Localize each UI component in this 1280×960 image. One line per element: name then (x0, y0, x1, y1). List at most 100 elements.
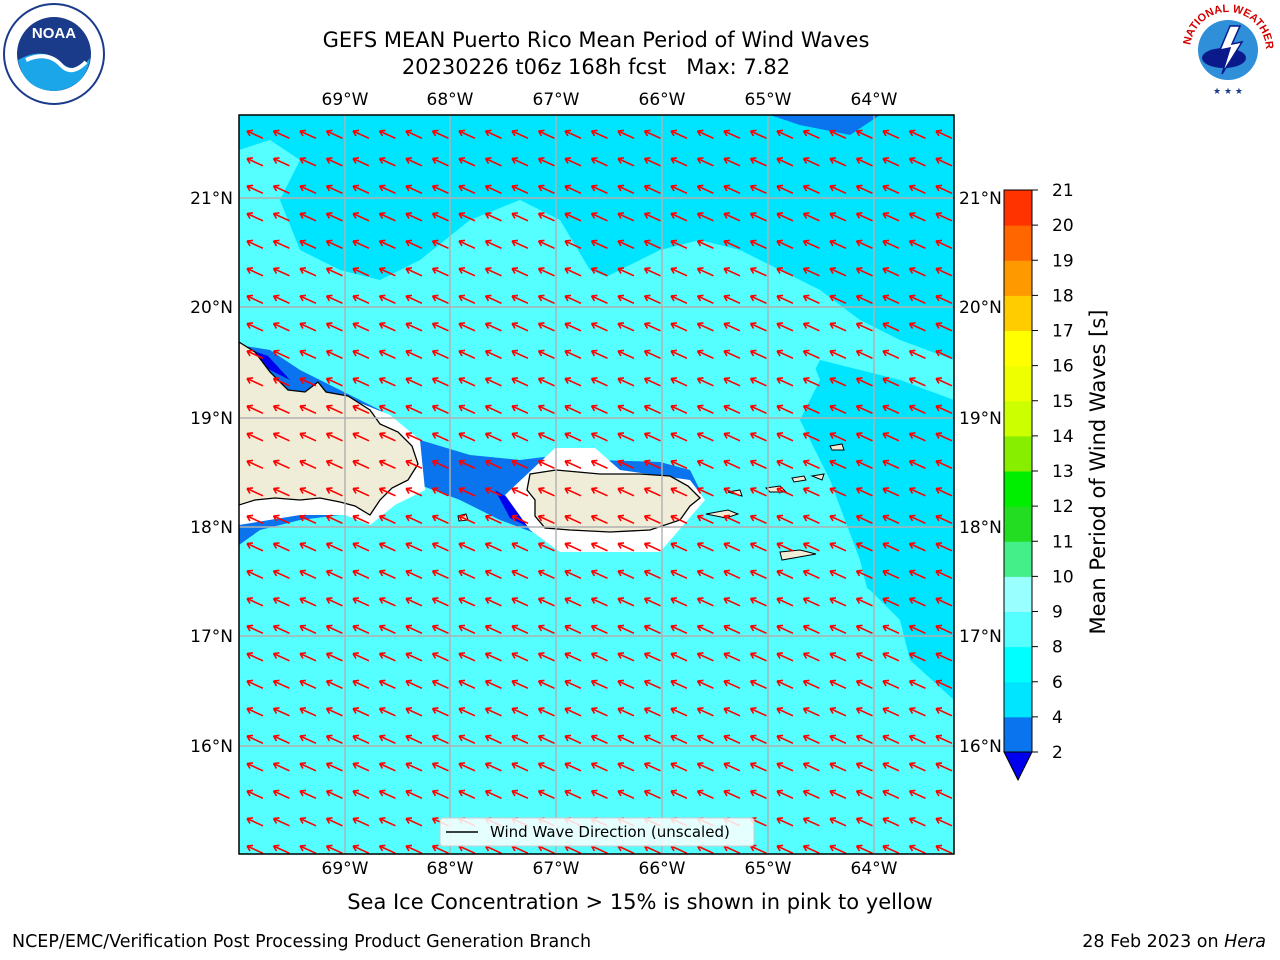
wave-direction-arrow (776, 679, 794, 690)
wave-direction-arrow (484, 487, 502, 497)
wave-direction-arrow (855, 817, 873, 827)
wave-direction-arrow (511, 569, 529, 580)
wave-direction-arrow (723, 322, 741, 332)
wave-direction-arrow (405, 459, 423, 470)
wave-direction-arrow (537, 569, 555, 580)
wave-direction-arrow (855, 514, 873, 525)
wave-direction-arrow (431, 157, 449, 167)
wave-direction-arrow (590, 322, 608, 332)
wave-direction-arrow (537, 294, 555, 305)
wave-direction-arrow (855, 322, 873, 332)
wave-direction-arrow (908, 817, 926, 827)
wave-direction-arrow (590, 267, 608, 277)
wave-direction-arrow (723, 514, 741, 525)
wind-wave-direction-vectors (246, 129, 953, 854)
wave-direction-arrow (484, 679, 502, 690)
wave-direction-arrow (511, 514, 529, 525)
wave-direction-arrow (352, 432, 370, 442)
wave-direction-arrow (405, 652, 423, 662)
wave-direction-arrow (458, 239, 476, 250)
wave-direction-arrow (431, 212, 449, 222)
wave-direction-arrow (299, 267, 317, 277)
wave-direction-arrow (537, 707, 555, 717)
wave-direction-arrow (405, 734, 423, 745)
wave-direction-arrow (431, 734, 449, 745)
wave-direction-arrow (696, 322, 714, 332)
wave-direction-arrow (723, 679, 741, 690)
wave-direction-arrow (935, 734, 953, 745)
wave-direction-arrow (405, 624, 423, 635)
wave-direction-arrow (776, 184, 794, 195)
wave-direction-arrow (723, 734, 741, 745)
wave-direction-arrow (246, 432, 264, 442)
wave-direction-arrow (776, 597, 794, 607)
wave-direction-arrow (908, 349, 926, 360)
wave-direction-arrow (299, 157, 317, 167)
wave-direction-arrow (378, 129, 396, 140)
lon-tick-top: 66°W (639, 90, 686, 110)
wave-direction-arrow (325, 157, 343, 167)
wave-direction-arrow (908, 707, 926, 717)
wave-direction-arrow (431, 377, 449, 387)
wave-direction-arrow (829, 707, 847, 717)
wave-direction-arrow (590, 184, 608, 195)
colorbar: 2 4 6 8 9 10 11 12 13 14 15 16 17 18 19 20 21 (1003, 181, 1074, 782)
wave-direction-arrow (670, 542, 688, 552)
wave-direction-arrow (935, 707, 953, 717)
wave-direction-arrow (723, 487, 741, 497)
colorbar-segment (1004, 330, 1032, 367)
wave-direction-arrow (564, 624, 582, 635)
colorbar-tick-label: 14 (1052, 427, 1074, 447)
wave-direction-arrow (696, 652, 714, 662)
wave-direction-arrow (246, 817, 264, 827)
wave-direction-arrow (617, 707, 635, 717)
wave-direction-arrow (405, 129, 423, 140)
wave-direction-arrow (431, 129, 449, 140)
wave-direction-arrow (935, 404, 953, 415)
wave-direction-arrow (325, 212, 343, 222)
wave-direction-arrow (272, 817, 290, 827)
wave-direction-arrow (749, 652, 767, 662)
wave-direction-arrow (484, 569, 502, 580)
wave-direction-arrow (405, 184, 423, 195)
wave-direction-arrow (537, 679, 555, 690)
wave-direction-arrow (511, 129, 529, 140)
wave-direction-arrow (696, 157, 714, 167)
wave-direction-arrow (855, 624, 873, 635)
wave-direction-arrow (246, 624, 264, 635)
wave-direction-arrow (935, 349, 953, 360)
wave-direction-arrow (564, 542, 582, 552)
wave-direction-arrow (511, 432, 529, 442)
wave-direction-arrow (855, 157, 873, 167)
wave-direction-arrow (882, 624, 900, 635)
wave-direction-arrow (431, 487, 449, 497)
wave-direction-arrow (643, 734, 661, 745)
wave-direction-arrow (935, 322, 953, 332)
wave-direction-arrow (643, 157, 661, 167)
wave-direction-arrow (246, 404, 264, 415)
lat-tick-right: 18°N (959, 518, 1002, 538)
wave-direction-arrow (405, 679, 423, 690)
wave-direction-arrow (272, 267, 290, 277)
wave-direction-arrow (776, 432, 794, 442)
wave-direction-arrow (590, 762, 608, 772)
wave-direction-arrow (643, 239, 661, 250)
wave-direction-arrow (882, 377, 900, 387)
chart-subtitle: 20230226 t06z 168h fcst Max: 7.82 (401, 55, 791, 79)
wave-direction-arrow (643, 707, 661, 717)
wave-direction-arrow (405, 487, 423, 497)
wave-direction-arrow (352, 157, 370, 167)
wave-direction-arrow (882, 707, 900, 717)
colorbar-segment (1004, 225, 1032, 261)
wave-direction-arrow (723, 569, 741, 580)
wave-direction-arrow (855, 239, 873, 250)
wave-direction-arrow (511, 294, 529, 305)
wave-direction-arrow (590, 734, 608, 745)
lat-tick-right: 20°N (959, 298, 1002, 318)
wave-direction-arrow (643, 597, 661, 607)
wave-direction-arrow (484, 789, 502, 800)
wave-direction-arrow (882, 734, 900, 745)
colorbar-tick-label: 15 (1052, 392, 1074, 412)
wave-direction-arrow (643, 652, 661, 662)
wave-direction-arrow (776, 212, 794, 222)
